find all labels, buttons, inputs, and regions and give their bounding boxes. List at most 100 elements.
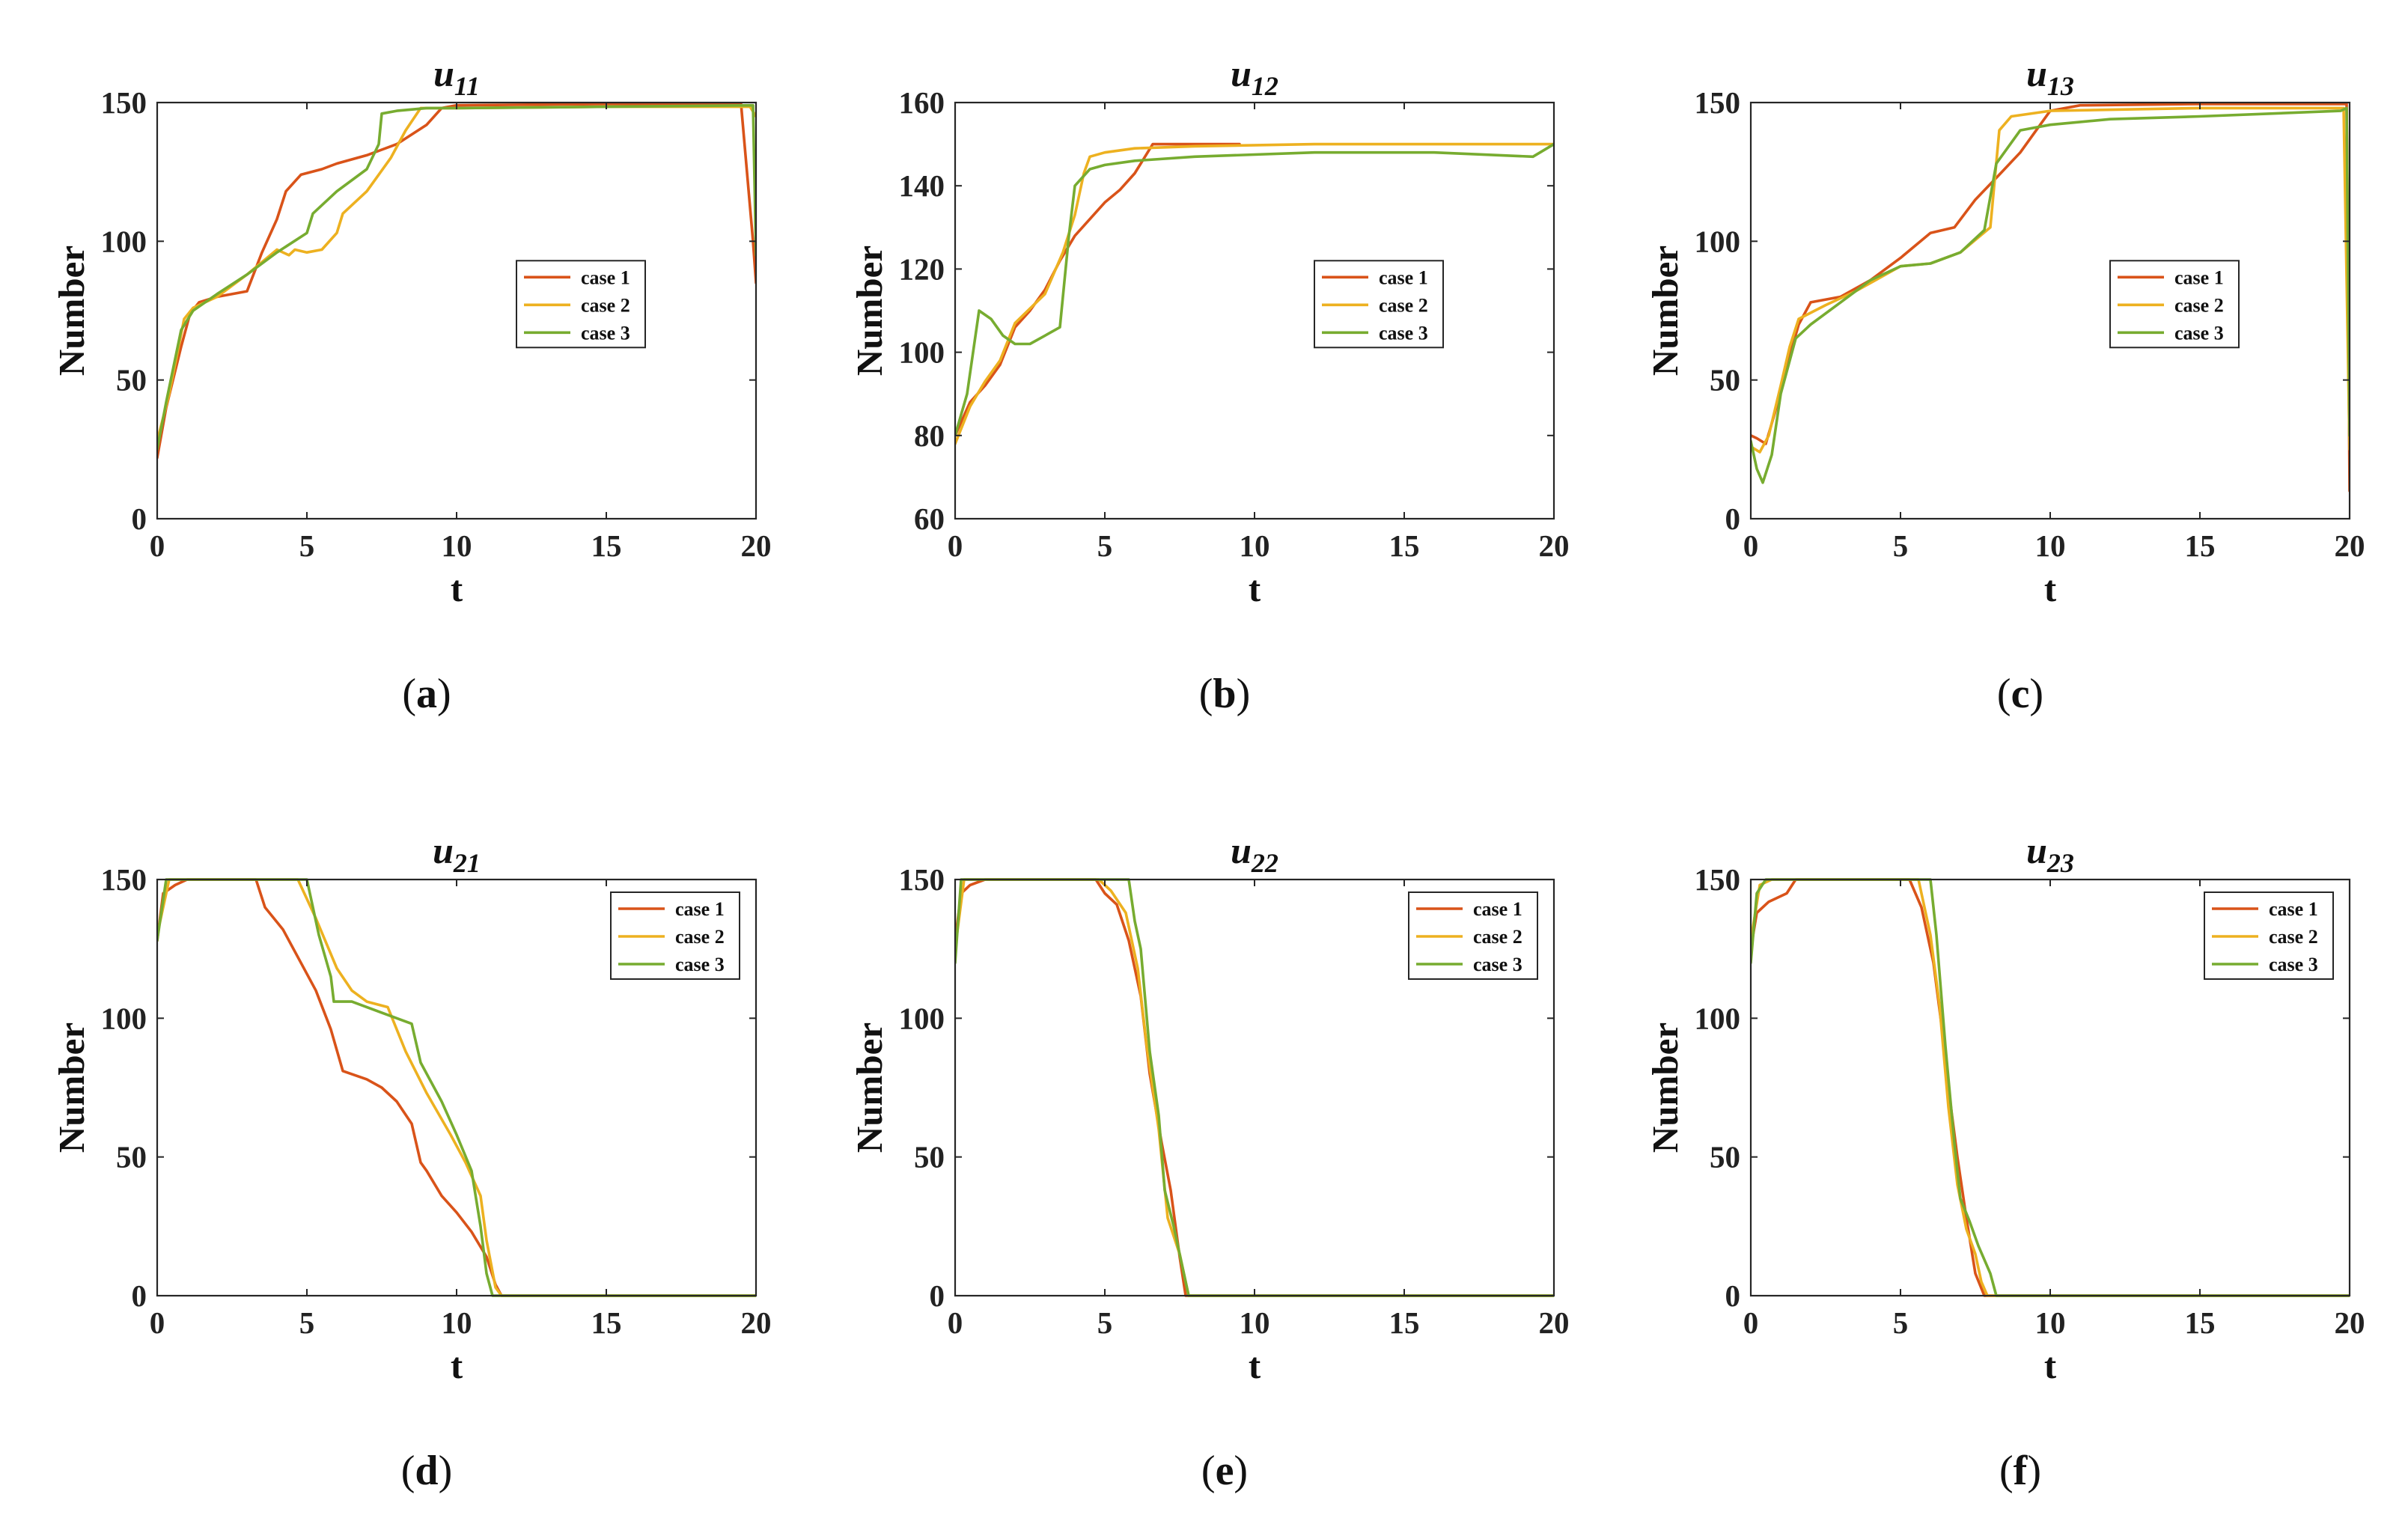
x-axis-label: t <box>451 568 463 609</box>
panel-caption: (a) <box>402 671 451 717</box>
legend-label-case-3: case 3 <box>1473 954 1522 975</box>
y-tick-label: 0 <box>132 502 147 536</box>
x-tick-label: 0 <box>948 1305 963 1340</box>
plot-frame <box>156 101 758 520</box>
panel-caption: (c) <box>1997 671 2043 717</box>
x-tick-label: 15 <box>591 1305 622 1340</box>
x-tick-label: 15 <box>1389 528 1420 563</box>
y-tick-label: 100 <box>1695 224 1741 258</box>
legend-label-case-3: case 3 <box>1379 322 1428 344</box>
y-axis-label: Number <box>849 1022 890 1153</box>
legend-label-case-1: case 1 <box>1379 266 1428 288</box>
legend-label-case-1: case 1 <box>1473 898 1522 920</box>
x-tick-label: 20 <box>2335 528 2365 563</box>
chart-title-subscript: 11 <box>454 71 480 101</box>
y-tick-label: 0 <box>930 1278 945 1313</box>
legend-label-case-1: case 1 <box>581 266 630 288</box>
x-tick-label: 10 <box>2035 528 2066 563</box>
legend-label-case-1: case 1 <box>2174 266 2224 288</box>
y-tick-label: 150 <box>1695 85 1741 120</box>
y-axis-label: Number <box>1645 1022 1686 1153</box>
x-axis-label: t <box>1249 568 1261 609</box>
y-tick-label: 0 <box>132 1278 147 1313</box>
chart-title: u22 <box>1231 829 1278 878</box>
plot-frame <box>1749 101 2351 520</box>
chart-panel-b: 0 5 10 15 20 60 80 100 120 140 160 u12 t Number case 1… <box>849 52 1570 717</box>
chart-title: u23 <box>2026 829 2074 878</box>
x-tick-label: 20 <box>741 1305 772 1340</box>
chart-title-subscript: 22 <box>1251 848 1278 878</box>
x-tick-label: 5 <box>1893 528 1909 563</box>
series-line-case-3 <box>157 878 756 1297</box>
x-tick-label: 15 <box>2185 1305 2216 1340</box>
x-axis-label: t <box>1249 1345 1261 1386</box>
y-tick-label: 150 <box>101 862 147 897</box>
legend-label-case-2: case 2 <box>2269 926 2318 948</box>
x-tick-label: 0 <box>948 528 963 563</box>
y-tick-label: 0 <box>1725 502 1741 536</box>
x-axis-label: t <box>2044 1345 2057 1386</box>
series-line-case-1 <box>955 142 1241 437</box>
series-group <box>955 142 1554 445</box>
y-tick-label: 50 <box>116 363 147 397</box>
y-tick-label: 50 <box>914 1140 945 1174</box>
x-tick-label: 10 <box>2035 1305 2066 1340</box>
series-group <box>1751 103 2350 493</box>
y-axis-label: Number <box>51 1022 92 1153</box>
panel-caption: (f) <box>1999 1448 2041 1494</box>
legend-label-case-2: case 2 <box>675 926 725 948</box>
x-tick-label: 15 <box>2185 528 2216 563</box>
legend-label-case-2: case 2 <box>2174 294 2224 316</box>
panel-caption: (d) <box>401 1448 452 1494</box>
y-tick-label: 160 <box>899 85 945 120</box>
legend-label-case-1: case 1 <box>2269 898 2318 920</box>
y-tick-label: 80 <box>914 418 945 453</box>
chart-title-subscript: 21 <box>453 848 481 878</box>
x-axis-label: t <box>451 1345 463 1386</box>
y-axis-label: Number <box>1645 246 1686 376</box>
panel-caption: (e) <box>1201 1448 1248 1494</box>
chart-title: u13 <box>2026 52 2074 101</box>
chart-title-subscript: 13 <box>2047 71 2074 101</box>
series-line-case-3 <box>1751 106 2350 484</box>
y-tick-label: 150 <box>1695 862 1741 897</box>
legend-label-case-2: case 2 <box>581 294 630 316</box>
y-tick-label: 100 <box>101 1001 147 1035</box>
legend-label-case-3: case 3 <box>2174 322 2224 344</box>
y-tick-label: 50 <box>1710 363 1740 397</box>
y-tick-label: 100 <box>1695 1001 1741 1035</box>
y-axis-label: Number <box>849 246 890 376</box>
y-tick-label: 100 <box>101 224 147 258</box>
legend: case 1 case 2 case 3 <box>2204 891 2334 980</box>
legend: case 1 case 2 case 3 <box>1314 260 1444 349</box>
x-tick-label: 10 <box>1240 1305 1270 1340</box>
legend: case 1 case 2 case 3 <box>516 260 646 349</box>
legend-label-case-3: case 3 <box>2269 954 2318 975</box>
chart-title-subscript: 23 <box>2046 848 2074 878</box>
legend-label-case-3: case 3 <box>675 954 725 975</box>
x-tick-label: 0 <box>1743 1305 1759 1340</box>
y-tick-label: 100 <box>899 1001 945 1035</box>
x-tick-label: 15 <box>1389 1305 1420 1340</box>
x-tick-label: 20 <box>1539 528 1570 563</box>
chart-title: u11 <box>433 52 480 101</box>
series-line-case-1 <box>157 103 756 460</box>
x-tick-label: 5 <box>1097 1305 1113 1340</box>
series-line-case-2 <box>157 878 756 1297</box>
y-tick-label: 150 <box>899 862 945 897</box>
legend-label-case-2: case 2 <box>1473 926 1522 948</box>
series-line-case-2 <box>955 142 1554 445</box>
chart-title: u21 <box>433 829 481 878</box>
y-tick-label: 60 <box>914 502 945 536</box>
legend: case 1 case 2 case 3 <box>610 891 740 980</box>
chart-title: u12 <box>1231 52 1278 101</box>
series-line-case-3 <box>955 142 1554 437</box>
legend-label-case-3: case 3 <box>581 322 630 344</box>
x-tick-label: 20 <box>741 528 772 563</box>
legend: case 1 case 2 case 3 <box>1408 891 1538 980</box>
panel-caption: (b) <box>1199 671 1250 717</box>
